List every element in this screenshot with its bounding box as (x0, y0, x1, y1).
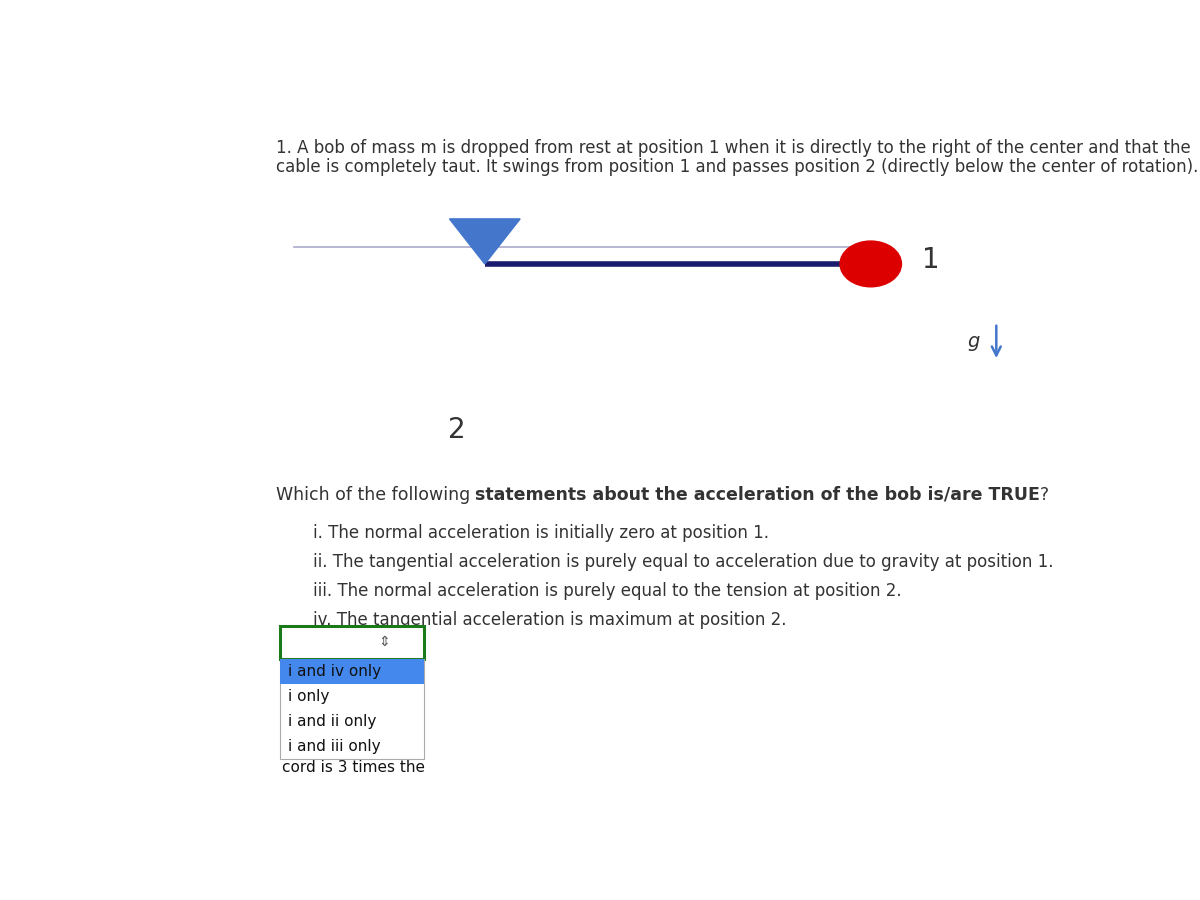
Text: i only: i only (288, 688, 329, 704)
Text: i. The normal acceleration is initially zero at position 1.: i. The normal acceleration is initially … (313, 524, 769, 542)
Text: ⇕: ⇕ (378, 635, 390, 649)
Polygon shape (450, 219, 520, 264)
Text: i and iv only: i and iv only (288, 664, 380, 679)
Text: i and iii only: i and iii only (288, 739, 380, 754)
FancyBboxPatch shape (281, 659, 425, 684)
FancyBboxPatch shape (281, 659, 425, 759)
Text: ii. The tangential acceleration is purely equal to acceleration due to gravity a: ii. The tangential acceleration is purel… (313, 553, 1054, 571)
Text: 1. A bob of mass m is dropped from rest at position 1 when it is directly to the: 1. A bob of mass m is dropped from rest … (276, 140, 1190, 158)
Text: 1: 1 (922, 247, 940, 274)
Text: statements about the acceleration of the bob is/are TRUE: statements about the acceleration of the… (475, 486, 1040, 504)
Text: g: g (967, 332, 979, 351)
Text: cable is completely taut. It swings from position 1 and passes position 2 (direc: cable is completely taut. It swings from… (276, 158, 1198, 176)
Text: Which of the following: Which of the following (276, 486, 475, 504)
Text: iii. The normal acceleration is purely equal to the tension at position 2.: iii. The normal acceleration is purely e… (313, 582, 901, 600)
FancyBboxPatch shape (281, 626, 425, 659)
Text: cord is 3 times the: cord is 3 times the (282, 760, 425, 775)
Text: ?: ? (1040, 486, 1049, 504)
Text: 2: 2 (448, 416, 466, 445)
Text: iv. The tangential acceleration is maximum at position 2.: iv. The tangential acceleration is maxim… (313, 611, 786, 629)
Text: i and ii only: i and ii only (288, 714, 376, 729)
Circle shape (840, 241, 901, 287)
